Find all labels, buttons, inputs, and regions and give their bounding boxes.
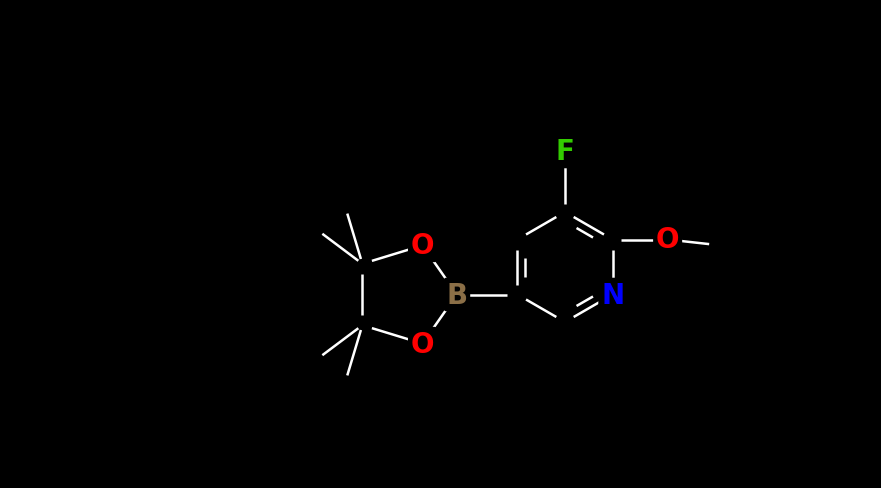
Text: F: F (556, 138, 574, 166)
Text: O: O (411, 330, 434, 358)
Text: O: O (655, 226, 679, 254)
Text: N: N (601, 281, 625, 309)
Text: O: O (411, 232, 434, 260)
Text: B: B (447, 281, 468, 309)
